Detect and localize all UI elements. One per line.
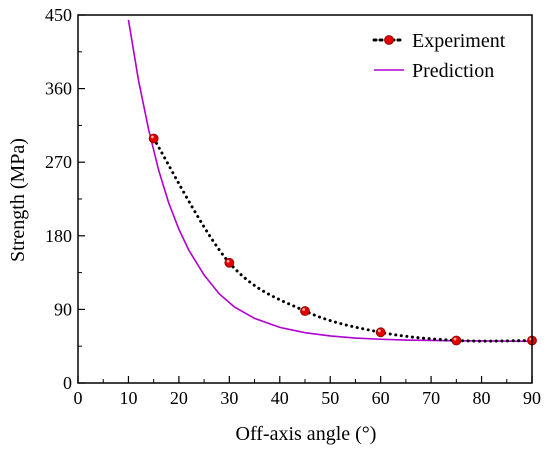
y-tick-label: 270 [45, 152, 72, 172]
experiment-point-highlight [150, 135, 154, 139]
x-tick-label: 80 [473, 388, 491, 408]
x-tick-label: 0 [74, 388, 83, 408]
experiment-data-point [148, 133, 159, 144]
y-tick-label: 360 [45, 79, 72, 99]
x-tick-label: 30 [220, 388, 238, 408]
y-tick-label: 180 [45, 226, 72, 246]
series-layer [127, 19, 537, 346]
x-axis-title: Off-axis angle (°) [236, 423, 377, 445]
experiment-point-highlight [226, 259, 230, 263]
x-tick-label: 90 [523, 388, 541, 408]
experiment-data-point [224, 257, 235, 268]
legend-experiment-marker [384, 35, 394, 45]
experiment-data-point [300, 306, 310, 316]
x-tick-label: 10 [119, 388, 137, 408]
x-tick-label: 50 [321, 388, 339, 408]
experiment-point-highlight [453, 337, 457, 341]
x-tick-label: 20 [170, 388, 188, 408]
x-tick-label: 40 [271, 388, 289, 408]
prediction-series-line [127, 19, 533, 343]
y-tick-label: 0 [63, 373, 72, 393]
experiment-data-point [375, 327, 386, 338]
experiment-series-line [152, 136, 534, 343]
x-tick-label: 70 [422, 388, 440, 408]
experiment-point-highlight [377, 329, 381, 333]
legend-prediction-label: Prediction [412, 60, 494, 82]
legend: Experiment Prediction [372, 30, 506, 82]
y-tick-label: 450 [45, 5, 72, 25]
experiment-data-point [451, 335, 462, 346]
y-axis-title: Strength (MPa) [7, 138, 29, 262]
legend-experiment-label: Experiment [412, 30, 506, 52]
x-tick-label: 60 [372, 388, 390, 408]
experiment-point-highlight [302, 308, 306, 311]
plot-frame [77, 14, 533, 384]
y-tick-label: 90 [54, 299, 72, 319]
